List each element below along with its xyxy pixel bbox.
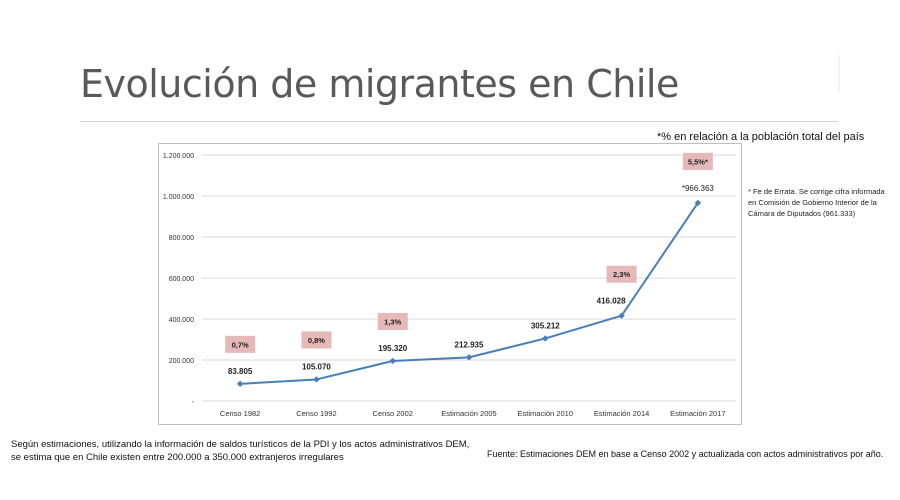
x-tick-label: Censo 1982 (220, 409, 260, 418)
errata-note: * Fe de Errata. Se corrige cifra informa… (748, 187, 885, 218)
irregular-estimate-note: Según estimaciones, utilizando la inform… (11, 439, 470, 463)
chart-border (158, 143, 742, 425)
percent-label: 0,8% (308, 336, 325, 345)
y-tick-label: 600.000 (169, 276, 194, 283)
source-note: Fuente: Estimaciones DEM en base a Censo… (487, 449, 884, 459)
percent-box (377, 312, 408, 330)
percent-box (225, 335, 256, 353)
data-value-label: 105.070 (302, 362, 331, 371)
percent-label: 1,3% (384, 317, 401, 326)
y-tick-label: 1.000.000 (163, 194, 194, 201)
data-value-label: *966.363 (682, 184, 715, 193)
y-tick-label: 800.000 (169, 235, 194, 242)
corner-mark (838, 55, 840, 93)
data-point-marker (313, 376, 320, 383)
y-tick-label: 1.200.000 (163, 153, 194, 160)
data-point-marker (694, 199, 702, 207)
percent-box (606, 265, 637, 283)
percent-label: 5,5%* (688, 157, 708, 166)
data-value-label: 305.212 (531, 321, 560, 330)
percent-label: 2,3% (613, 270, 630, 279)
x-tick-label: Estimación 2014 (594, 409, 649, 418)
percent-label: 0,7% (232, 340, 249, 349)
y-tick-label: - (192, 399, 195, 406)
data-value-label: 195.320 (378, 344, 407, 353)
data-point-marker (389, 357, 396, 365)
data-value-label: 212.935 (455, 340, 484, 349)
y-tick-label: 400.000 (169, 317, 194, 324)
data-value-label: 416.028 (597, 297, 626, 306)
x-tick-label: Estimación 2010 (518, 409, 573, 418)
percent-note: *% en relación a la población total del … (657, 131, 865, 143)
y-tick-label: 200.000 (169, 358, 194, 365)
data-value-label: 83.805 (228, 367, 253, 376)
x-tick-label: Censo 2002 (372, 409, 412, 418)
x-tick-label: Estimación 2005 (441, 409, 496, 418)
title-divider (80, 121, 838, 122)
slide-title: Evolución de migrantes en Chile (80, 62, 679, 106)
migrants-line-chart: - 200.000 400.000 600.000 800.000 1.000.000 1.… (158, 143, 742, 425)
percent-box (301, 331, 332, 349)
x-tick-label: Estimación 2017 (670, 409, 725, 418)
percent-box (682, 152, 713, 170)
data-point-marker (465, 354, 473, 361)
x-tick-label: Censo 1992 (296, 409, 336, 418)
